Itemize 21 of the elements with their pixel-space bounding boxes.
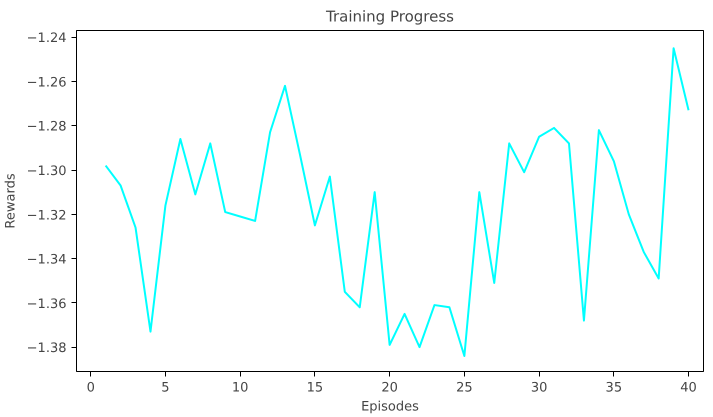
- x-axis-title: Episodes: [361, 400, 420, 414]
- y-axis-title: Rewards: [4, 173, 19, 229]
- y-tick-label: −1.24: [26, 31, 67, 46]
- y-tick-label: −1.32: [26, 208, 67, 224]
- x-tick-label: 35: [606, 380, 622, 396]
- y-tick-label: −1.26: [26, 75, 67, 90]
- x-tick-label: 30: [530, 380, 548, 396]
- y-tick-label: −1.36: [26, 296, 67, 312]
- line-series: [104, 47, 690, 357]
- y-tick-label: −1.38: [26, 341, 67, 356]
- x-tick-label: 25: [456, 380, 473, 396]
- y-tick-label: −1.34: [26, 252, 67, 268]
- chart-title: Training Progress: [325, 8, 454, 26]
- x-tick-label: 20: [381, 380, 398, 396]
- y-tick-label: −1.28: [26, 120, 67, 135]
- y-tick-label: −1.30: [26, 164, 67, 179]
- x-tick-label: 40: [680, 380, 697, 396]
- x-tick-label: 0: [86, 380, 95, 396]
- x-tick-label: 5: [161, 380, 170, 396]
- x-tick-label: 15: [306, 380, 324, 396]
- x-tick-label: 10: [232, 380, 248, 396]
